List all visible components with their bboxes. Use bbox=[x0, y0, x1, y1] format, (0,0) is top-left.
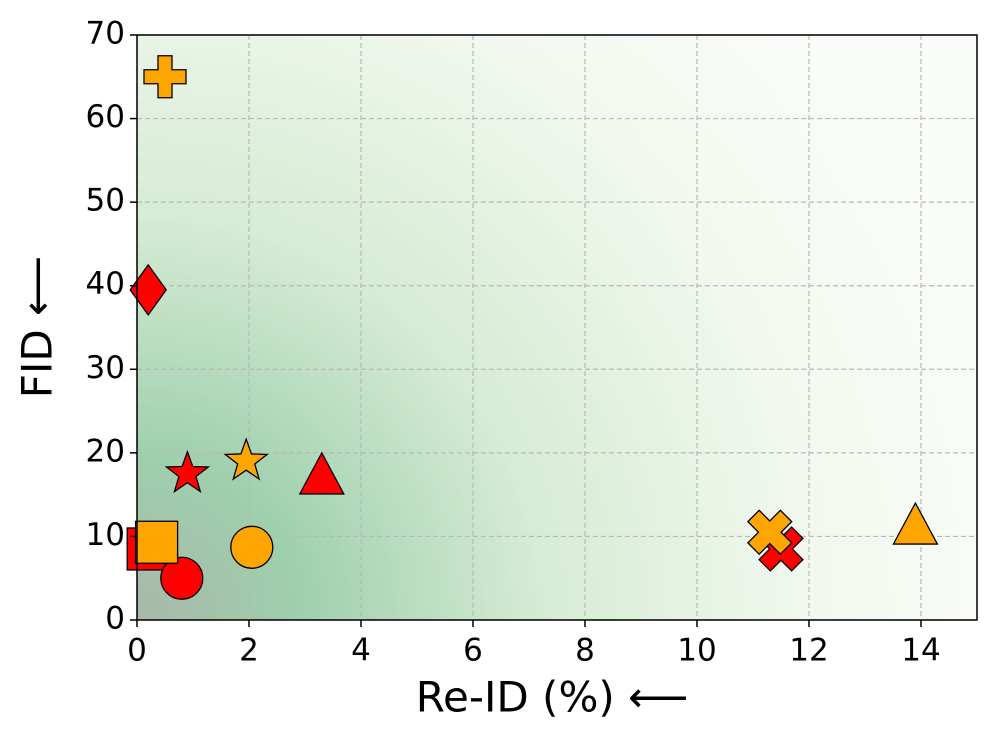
y-tick-label: 20 bbox=[86, 433, 125, 469]
marker bbox=[134, 520, 179, 564]
marker bbox=[746, 509, 793, 556]
marker bbox=[129, 263, 168, 317]
marker bbox=[223, 437, 269, 481]
marker bbox=[143, 55, 187, 99]
y-tick-label: 0 bbox=[105, 601, 125, 637]
y-tick-label: 70 bbox=[86, 16, 125, 52]
x-tick-label: 10 bbox=[677, 633, 716, 669]
plot-frame bbox=[136, 34, 978, 621]
y-tick-label: 60 bbox=[86, 99, 125, 135]
y-tick-label: 50 bbox=[86, 183, 125, 219]
marker bbox=[298, 451, 345, 495]
x-tick-label: 4 bbox=[351, 633, 371, 669]
marker bbox=[230, 525, 274, 569]
y-tick-label: 30 bbox=[86, 350, 125, 386]
y-tick-label: 40 bbox=[86, 266, 125, 302]
x-tick-label: 2 bbox=[239, 633, 259, 669]
x-tick-label: 12 bbox=[789, 633, 828, 669]
x-tick-label: 6 bbox=[463, 633, 483, 669]
marker bbox=[160, 556, 204, 600]
y-tick-label: 10 bbox=[86, 517, 125, 553]
x-tick-label: 14 bbox=[901, 633, 940, 669]
marker bbox=[164, 449, 211, 494]
x-tick-label: 8 bbox=[575, 633, 595, 669]
x-axis-label: Re-ID (%) ⟵ bbox=[416, 673, 689, 722]
plot-background bbox=[137, 35, 977, 620]
marker bbox=[892, 501, 939, 545]
x-tick-label: 0 bbox=[127, 633, 147, 669]
y-axis-label: FID ⟵ bbox=[13, 256, 62, 398]
